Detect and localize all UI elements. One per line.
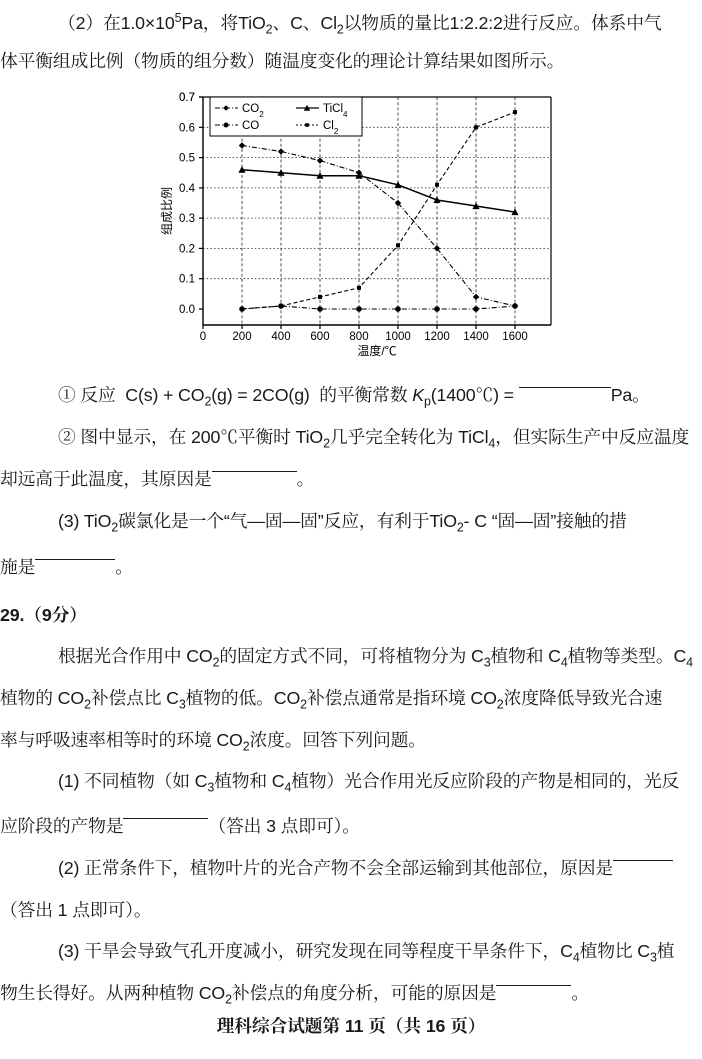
svg-text:0: 0 xyxy=(200,331,206,343)
svg-text:1600: 1600 xyxy=(502,331,528,343)
svg-text:0.7: 0.7 xyxy=(179,92,195,104)
svg-text:0.0: 0.0 xyxy=(179,304,195,316)
svg-text:200: 200 xyxy=(232,331,251,343)
svg-text:0.3: 0.3 xyxy=(179,213,195,225)
svg-text:1000: 1000 xyxy=(385,331,411,343)
svg-text:1400: 1400 xyxy=(463,331,489,343)
svg-text:800: 800 xyxy=(349,331,368,343)
svg-text:组成比例: 组成比例 xyxy=(160,187,174,235)
svg-text:0.4: 0.4 xyxy=(179,183,196,195)
svg-text:1200: 1200 xyxy=(424,331,450,343)
svg-text:400: 400 xyxy=(271,331,290,343)
svg-text:600: 600 xyxy=(310,331,329,343)
svg-text:0.1: 0.1 xyxy=(179,274,195,286)
svg-text:0.2: 0.2 xyxy=(179,243,195,255)
svg-text:0.5: 0.5 xyxy=(179,153,195,165)
svg-text:0.6: 0.6 xyxy=(179,122,195,134)
svg-text:CO: CO xyxy=(242,120,259,132)
svg-text:温度/℃: 温度/℃ xyxy=(357,343,396,358)
